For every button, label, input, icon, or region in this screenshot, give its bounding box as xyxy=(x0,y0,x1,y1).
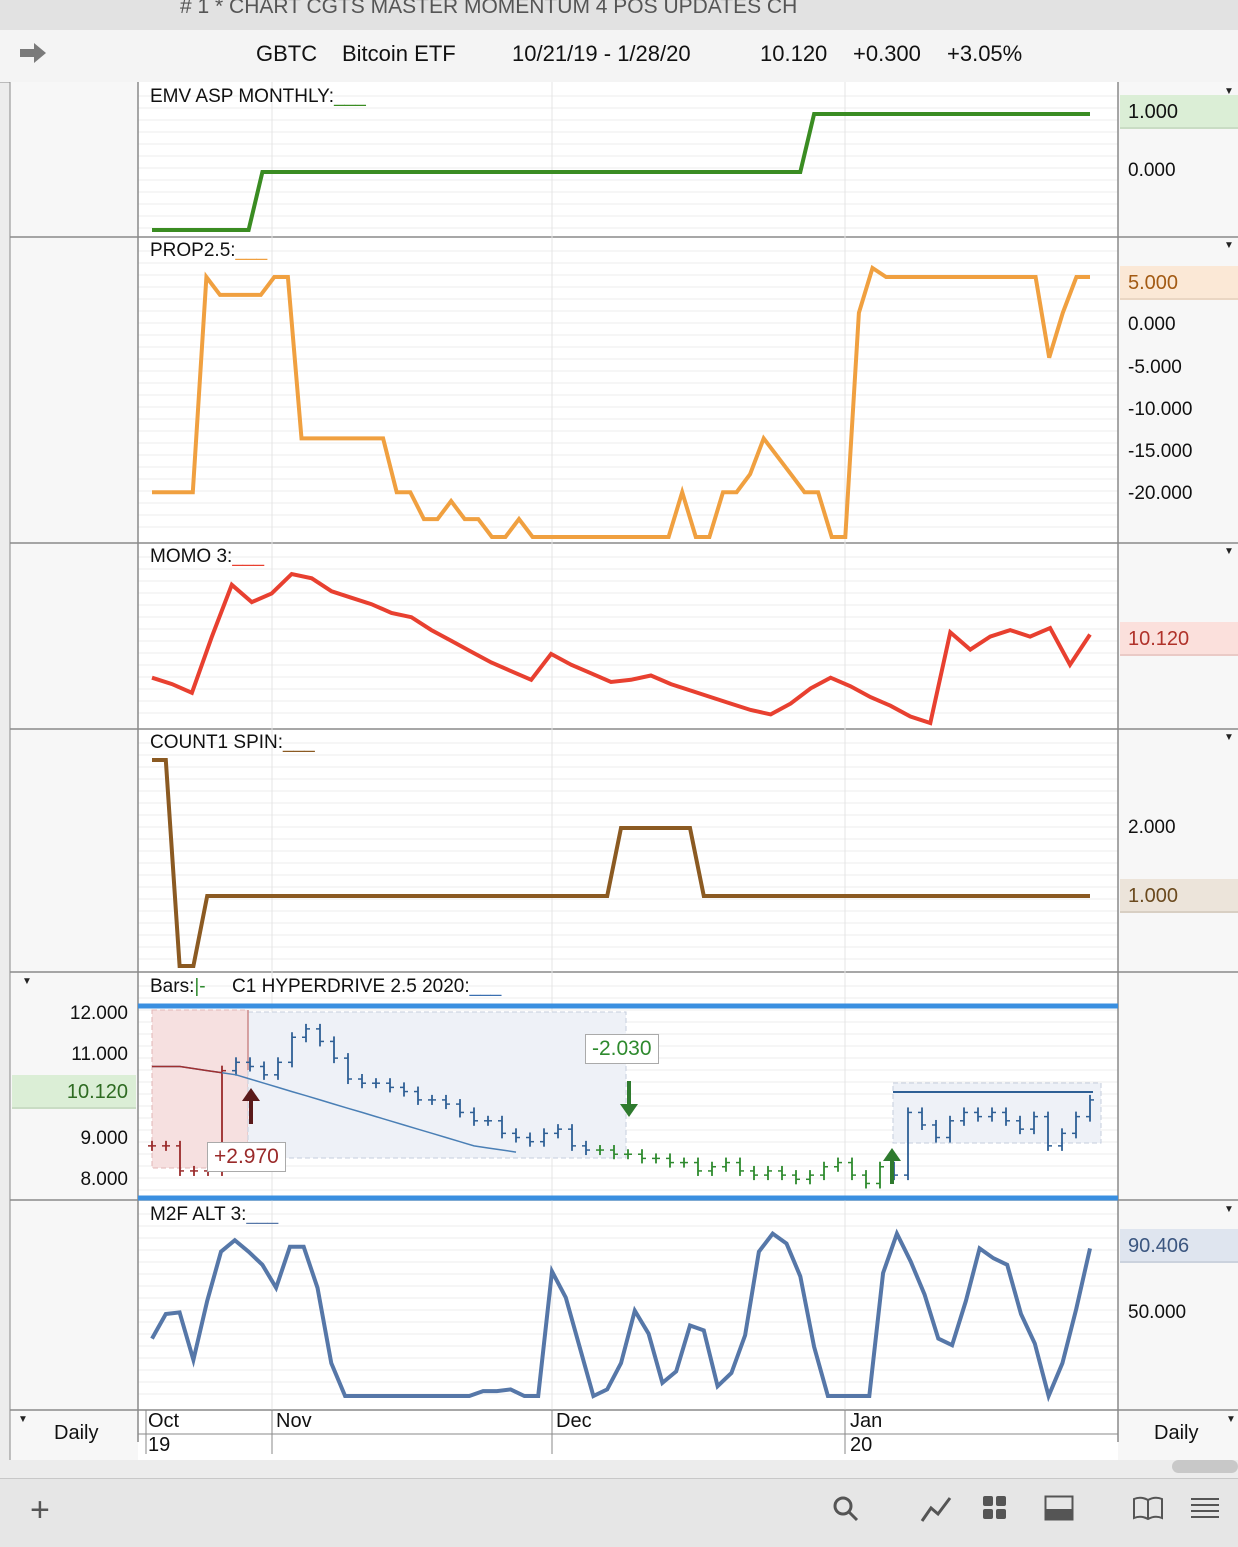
period-label-right[interactable]: Daily xyxy=(1154,1422,1199,1444)
loss-callout: -2.030 xyxy=(585,1034,659,1064)
prop-line xyxy=(152,264,1090,539)
emv-pane-label: EMV ASP MONTHLY:___ xyxy=(150,86,366,107)
line-chart-icon[interactable] xyxy=(920,1495,952,1530)
symbol-name: Bitcoin ETF xyxy=(342,41,456,66)
prop-axis-4: -15.000 xyxy=(1128,441,1193,462)
short-region xyxy=(247,1011,627,1159)
emv-axis-0: 0.000 xyxy=(1128,160,1176,181)
date-range: 10/21/19 - 1/28/20 xyxy=(512,41,691,66)
price-pane-label: Bars:|- C1 HYPERDRIVE 2.5 2020:___ xyxy=(150,976,502,997)
prop-menu-icon[interactable]: ▼ xyxy=(1224,240,1234,251)
loss-region xyxy=(151,1009,249,1169)
symbol: GBTC xyxy=(256,41,318,66)
price-axis-11: 11.000 xyxy=(71,1044,128,1065)
prop-pane-label: PROP2.5:___ xyxy=(150,240,268,261)
emv-menu-icon[interactable]: ▼ xyxy=(1224,86,1234,97)
price-menu-icon[interactable]: ▼ xyxy=(22,976,32,987)
percent-change: +3.05% xyxy=(947,41,1023,66)
momo-line xyxy=(151,571,1092,726)
prop-axis-1: 0.000 xyxy=(1128,314,1176,335)
buy-arrow-head xyxy=(883,1148,901,1161)
grid-icon[interactable] xyxy=(982,1495,1008,1528)
period-label-left[interactable]: Daily xyxy=(54,1422,99,1444)
m2f-pane-label: M2F ALT 3:___ xyxy=(150,1204,279,1225)
horizontal-scrollbar[interactable] xyxy=(1172,1460,1238,1473)
emv-value-box: 1.000 xyxy=(1120,95,1238,129)
year-19: 19 xyxy=(148,1434,171,1456)
year-20: 20 xyxy=(850,1434,873,1456)
chart-background xyxy=(10,82,1238,1460)
m2f-value-box: 90.406 xyxy=(1120,1229,1238,1263)
net-change: +0.300 xyxy=(853,41,921,66)
count-line xyxy=(152,758,1090,968)
count-value-box: 1.000 xyxy=(1120,879,1238,913)
count-pane-label: COUNT1 SPIN:___ xyxy=(150,732,315,753)
month-oct: Oct xyxy=(148,1410,180,1432)
emv-line xyxy=(152,112,1090,232)
m2f-axis-50: 50.000 xyxy=(1128,1302,1187,1323)
left-axis-area xyxy=(10,82,138,1460)
month-nov: Nov xyxy=(276,1410,312,1432)
prop-axis-2: -5.000 xyxy=(1128,357,1182,378)
momo-menu-icon[interactable]: ▼ xyxy=(1224,546,1234,557)
momo-value-box: 10.120 xyxy=(1120,622,1238,656)
prop-axis-3: -10.000 xyxy=(1128,399,1193,420)
window-titlebar: # 1 * CHART CGTS MASTER MOMENTUM 4 POS U… xyxy=(0,0,1238,31)
count-menu-icon[interactable]: ▼ xyxy=(1224,732,1234,743)
chart-canvas[interactable] xyxy=(0,82,1238,1460)
window-title: # 1 * CHART CGTS MASTER MOMENTUM 4 POS U… xyxy=(180,0,798,18)
right-period-menu-icon[interactable]: ▼ xyxy=(1226,1414,1236,1425)
exit-arrow-head xyxy=(620,1104,638,1117)
price-axis-12: 12.000 xyxy=(69,1003,128,1024)
price-axis-8: 8.000 xyxy=(80,1169,128,1190)
gain-callout: +2.970 xyxy=(207,1142,286,1172)
entry-arrow-head xyxy=(242,1088,260,1101)
prop-value-box: 5.000 xyxy=(1120,266,1238,300)
month-dec: Dec xyxy=(556,1410,592,1432)
momo-pane-label: MOMO 3:___ xyxy=(150,546,265,567)
moving-average-loss xyxy=(152,1065,223,1074)
list-icon[interactable] xyxy=(1190,1495,1220,1528)
search-icon[interactable] xyxy=(832,1495,860,1530)
arrow-right-icon[interactable] xyxy=(18,40,50,70)
month-jan: Jan xyxy=(850,1410,883,1432)
price-axis-9: 9.000 xyxy=(80,1128,128,1149)
layout-icon[interactable] xyxy=(1044,1495,1074,1528)
last-price: 10.120 xyxy=(760,41,828,66)
count-axis-2: 2.000 xyxy=(1128,817,1176,838)
book-icon[interactable] xyxy=(1132,1495,1164,1528)
add-icon[interactable]: + xyxy=(30,1491,50,1529)
left-period-menu-icon[interactable]: ▼ xyxy=(18,1414,28,1425)
bottom-toolbar: + xyxy=(0,1478,1238,1547)
chart-header: GBTC Bitcoin ETF 10/21/19 - 1/28/20 10.1… xyxy=(0,30,1238,83)
m2f-line xyxy=(150,1228,1092,1403)
m2f-menu-icon[interactable]: ▼ xyxy=(1224,1204,1234,1215)
price-value-box: 10.120 xyxy=(12,1075,136,1109)
prop-axis-5: -20.000 xyxy=(1128,483,1193,504)
